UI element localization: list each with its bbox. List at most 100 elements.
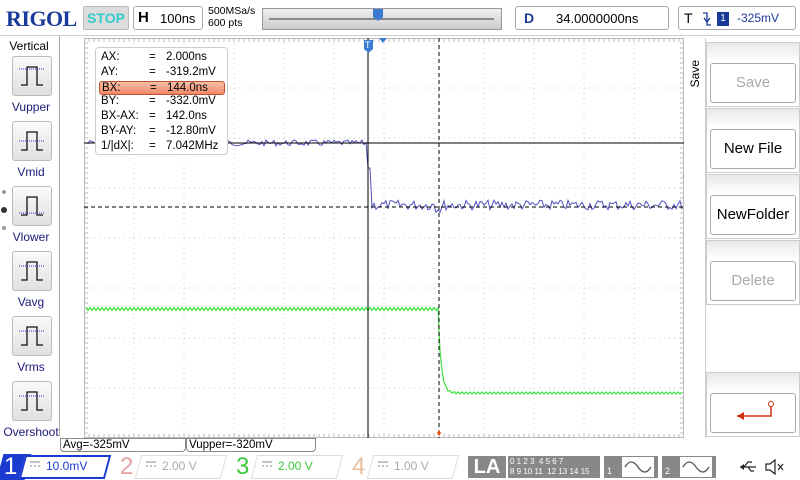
trigger-position-marker <box>364 40 373 53</box>
generator-2-button[interactable]: 2 <box>662 456 716 478</box>
back-button-label <box>710 393 796 433</box>
equals: = <box>149 65 156 78</box>
dc-coupling-icon <box>30 461 40 467</box>
generator-1-button[interactable]: 1 <box>604 456 658 478</box>
trigger-source: 1 <box>717 12 729 26</box>
cursor-value: -12.80mV <box>166 125 216 137</box>
cursor-value: 7.042MHz <box>166 139 219 152</box>
cursor-b-marker <box>437 430 441 436</box>
back-arrow-icon <box>737 401 774 420</box>
sine-icon <box>680 457 712 477</box>
delete-button: Delete <box>706 240 800 305</box>
la-bits-top: 0 1 2 3 4 5 6 7 <box>510 457 564 466</box>
falling-edge-icon <box>703 12 711 26</box>
channel-3-trace <box>85 306 683 395</box>
trigger-level-marker <box>683 174 684 178</box>
vupper-icon <box>19 66 45 86</box>
channel-3-button[interactable]: 3 2.00 V <box>232 454 344 480</box>
la-button[interactable]: LA <box>468 456 506 478</box>
cursor-row: 1/|dX|: = 7.042MHz <box>99 140 225 154</box>
generator-1-label: 1 <box>607 466 613 476</box>
channel-number: 1 <box>4 453 18 480</box>
timebase-box[interactable]: H 100ns <box>133 6 203 30</box>
channel-number: 2 <box>120 453 134 480</box>
overshoot-label: Overshoot <box>3 425 59 439</box>
cursor-value: -319.2mV <box>166 65 216 78</box>
vrms-label: Vrms <box>17 360 45 374</box>
measurement-avg: Avg=-325mV <box>60 438 186 452</box>
vrms-button[interactable] <box>12 316 52 356</box>
vavg-button[interactable] <box>12 251 52 291</box>
channel-scale: 10.0mV <box>46 459 88 473</box>
channel-number: 3 <box>236 453 250 480</box>
channel-scale: 2.00 V <box>278 459 313 473</box>
dc-coupling-icon <box>262 461 272 467</box>
overshoot-button[interactable] <box>12 381 52 421</box>
cursor-key: 1/|dX|: <box>101 139 134 152</box>
la-label: LA <box>473 456 501 478</box>
new-file-button[interactable]: New File <box>706 108 800 173</box>
equals: = <box>149 125 156 137</box>
usb-icon <box>740 461 756 472</box>
equals: = <box>149 51 156 63</box>
channel-4-button[interactable]: 4 1.00 V <box>348 454 460 480</box>
horizontal-key: H <box>138 9 149 26</box>
trigger-marker-label: T <box>365 40 371 50</box>
trigger-level: -325mV <box>737 11 780 25</box>
trigger-level-marker-label: T <box>689 171 695 181</box>
trigger-key: T <box>684 10 693 26</box>
new-file-button-label: New File <box>710 129 796 169</box>
save-button: Save <box>706 42 800 107</box>
top-status-bar: RIGOL STOP H 100ns 500MSa/s 600 pts D 34… <box>0 0 800 36</box>
sine-icon <box>622 457 654 477</box>
delay-box[interactable]: D 34.0000000ns <box>515 6 669 30</box>
channel-2-button[interactable]: 2 2.00 V <box>116 454 228 480</box>
cursor-value: 2.000ns <box>166 51 207 63</box>
cursor-value: 144.0ns <box>167 81 208 94</box>
delay-marker <box>379 38 387 43</box>
cursor-row: BY: = -332.0mV <box>99 95 225 109</box>
vavg-icon <box>19 261 45 281</box>
cursor-value: -332.0mV <box>166 95 216 108</box>
page-dot-active <box>1 207 7 213</box>
memory-depth: 600 pts <box>208 17 243 29</box>
vlower-button[interactable] <box>12 186 52 226</box>
cursor-key: AX: <box>101 51 120 63</box>
cursor-row: AX: = 2.000ns <box>99 51 225 65</box>
channel-bar: 1 10.0mV 2 2.00 V 3 2.00 V 4 1.00 V LA 0… <box>0 454 800 480</box>
equals: = <box>150 81 157 94</box>
vmid-icon <box>19 131 45 151</box>
cursor-readout: AX: = 2.000ns AY: = -319.2mV BX: = 144.0ns BY: = -3… <box>95 47 228 155</box>
delay-key: D <box>524 10 535 26</box>
generator-2-label: 2 <box>665 466 671 476</box>
cursor-key: BY: <box>101 95 119 108</box>
dc-coupling-icon <box>146 461 156 467</box>
rigol-logo: RIGOL <box>6 6 77 31</box>
speaker-muted-icon[interactable] <box>764 458 786 476</box>
sample-rate: 500MSa/s <box>208 5 256 17</box>
channel-1-button[interactable]: 1 10.0mV <box>0 454 112 480</box>
delay-value: 34.0000000ns <box>556 11 639 26</box>
menu-title: Save <box>688 60 702 88</box>
cursor-value: 142.0ns <box>166 110 207 123</box>
vavg-label: Vavg <box>17 295 45 309</box>
dc-coupling-icon <box>378 461 388 467</box>
page-dot <box>2 190 6 194</box>
newfolder-button[interactable]: NewFolder <box>706 174 800 239</box>
trigger-box[interactable]: T 1 -325mV <box>678 6 796 30</box>
cursor-row[interactable]: BX: = 144.0ns <box>99 80 225 95</box>
channel-number: 4 <box>352 453 366 480</box>
memory-waveform-overview <box>262 8 502 30</box>
back-button[interactable] <box>706 372 800 437</box>
acquisition-info: 500MSa/s 600 pts <box>208 5 255 29</box>
vupper-button[interactable] <box>12 56 52 96</box>
timebase-value: 100ns <box>160 11 196 26</box>
cursor-key: BY-AY: <box>101 125 137 137</box>
overview-wave-icon <box>269 9 494 21</box>
vmid-button[interactable] <box>12 121 52 161</box>
menu-title: Vertical <box>9 39 49 53</box>
run-stop-status[interactable]: STOP <box>83 6 129 30</box>
equals: = <box>149 95 156 108</box>
la-bits-bottom: 8 9 10 11 12 13 14 15 <box>510 467 590 476</box>
